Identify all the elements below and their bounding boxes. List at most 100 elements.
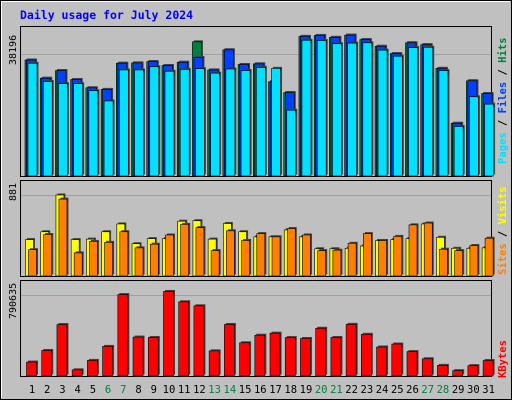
kbytes-bar bbox=[284, 337, 296, 377]
legend-top: Pages / Files / Hits bbox=[497, 38, 509, 164]
kbytes-bar bbox=[482, 360, 494, 377]
sites-bar bbox=[317, 250, 326, 277]
pages-bar bbox=[195, 68, 205, 177]
sites-bar bbox=[195, 227, 205, 277]
chart-title: Daily usage for July 2024 bbox=[20, 8, 193, 22]
pages-bar bbox=[27, 62, 38, 177]
pages-bar bbox=[240, 70, 251, 177]
x-tick-label: 2 bbox=[44, 384, 50, 396]
x-tick-label: 17 bbox=[269, 384, 282, 396]
kbytes-bar bbox=[345, 324, 357, 377]
pages-bar bbox=[453, 126, 464, 177]
kbytes-bar bbox=[330, 337, 342, 377]
pages-bar bbox=[301, 39, 312, 177]
kbytes-bar bbox=[437, 365, 448, 377]
sites-bar bbox=[423, 222, 433, 277]
pages-bar bbox=[58, 83, 68, 177]
sites-bar bbox=[165, 234, 174, 277]
sites-bar bbox=[134, 247, 144, 277]
kbytes-bar bbox=[178, 301, 189, 377]
kbytes-bar bbox=[193, 305, 205, 377]
kbytes-bar bbox=[361, 334, 372, 377]
kbytes-bar bbox=[147, 337, 159, 377]
kbytes-bar bbox=[26, 361, 37, 377]
x-tick-label: 25 bbox=[391, 384, 404, 396]
legend-pages: Pages bbox=[497, 132, 509, 164]
kbytes-bar bbox=[102, 346, 113, 377]
pages-bar bbox=[332, 43, 342, 177]
kbytes-bar bbox=[239, 342, 250, 377]
kbytes-bar bbox=[391, 343, 403, 377]
x-tick-label: 11 bbox=[178, 384, 191, 396]
kbytes-bar bbox=[376, 346, 387, 377]
pages-bar bbox=[347, 42, 357, 177]
legend-sites: Sites bbox=[497, 243, 509, 275]
sites-bar bbox=[347, 242, 357, 277]
sites-bar bbox=[210, 250, 220, 277]
x-tick-label: 31 bbox=[482, 384, 495, 396]
sites-bar bbox=[302, 234, 311, 277]
legend-separator: / bbox=[497, 113, 509, 132]
sites-bar bbox=[378, 240, 387, 277]
ymax-label-middle: 881 bbox=[8, 183, 19, 201]
sites-bar bbox=[393, 236, 403, 277]
pages-bar bbox=[225, 68, 236, 177]
sites-bar bbox=[43, 234, 53, 277]
x-tick-label: 12 bbox=[193, 384, 206, 396]
sites-bar bbox=[332, 249, 342, 277]
sites-bar bbox=[226, 230, 235, 277]
sites-bar bbox=[28, 249, 37, 277]
x-tick-label: 14 bbox=[224, 384, 237, 396]
kbytes-bar bbox=[56, 324, 68, 377]
sites-bar bbox=[271, 236, 281, 277]
x-tick-label: 4 bbox=[74, 384, 80, 396]
legend-separator: / bbox=[497, 224, 509, 243]
x-tick-label: 6 bbox=[105, 384, 111, 396]
sites-bar bbox=[439, 248, 448, 277]
pages-bar bbox=[73, 83, 83, 177]
pages-bar bbox=[88, 90, 99, 177]
pages-bar bbox=[286, 109, 297, 177]
pages-bar bbox=[484, 103, 494, 177]
kbytes-bar bbox=[117, 294, 129, 377]
x-axis-labels: 1 2 3 4 5 6 7 8 9 10 11 12 13 14 15 16 17 18 19 20 21 22 23 24 2… bbox=[29, 384, 495, 396]
kbytes-bar bbox=[300, 338, 311, 377]
pages-bar bbox=[149, 66, 160, 177]
legend-bottom: KBytes bbox=[497, 340, 509, 378]
x-tick-label: 29 bbox=[452, 384, 465, 396]
pages-bar bbox=[119, 69, 129, 177]
pages-bar bbox=[362, 42, 373, 177]
x-tick-label: 18 bbox=[284, 384, 297, 396]
sites-bar bbox=[256, 233, 266, 277]
kbytes-bar bbox=[421, 358, 433, 377]
legend-files: Files bbox=[497, 82, 509, 114]
ymax-label-top: 38196 bbox=[8, 35, 19, 65]
x-tick-label: 26 bbox=[406, 384, 419, 396]
x-tick-label: 13 bbox=[208, 384, 221, 396]
x-tick-label: 19 bbox=[300, 384, 313, 396]
legend-visits: Visits bbox=[497, 186, 509, 224]
x-tick-label: 16 bbox=[254, 384, 267, 396]
x-tick-label: 3 bbox=[59, 384, 65, 396]
kbytes-bar bbox=[208, 350, 220, 377]
kbytes-bar bbox=[269, 332, 281, 377]
kbytes-bar bbox=[132, 336, 144, 377]
sites-bar bbox=[73, 252, 83, 277]
kbytes-bar bbox=[452, 370, 463, 377]
sites-bar bbox=[363, 233, 372, 277]
kbytes-bar bbox=[224, 324, 235, 377]
sites-bar bbox=[119, 231, 129, 277]
bars bbox=[24, 33, 496, 377]
kbytes-bar bbox=[467, 365, 479, 377]
sites-bar bbox=[58, 198, 68, 277]
pages-bar bbox=[210, 72, 220, 177]
legend-separator: / bbox=[497, 63, 509, 82]
legend-hits: Hits bbox=[497, 38, 509, 63]
x-tick-label: 8 bbox=[135, 384, 141, 396]
pages-bar bbox=[377, 49, 388, 177]
kbytes-bar bbox=[71, 369, 83, 377]
sites-bar bbox=[469, 245, 479, 277]
sites-bar bbox=[149, 243, 159, 277]
x-tick-label: 27 bbox=[421, 384, 434, 396]
